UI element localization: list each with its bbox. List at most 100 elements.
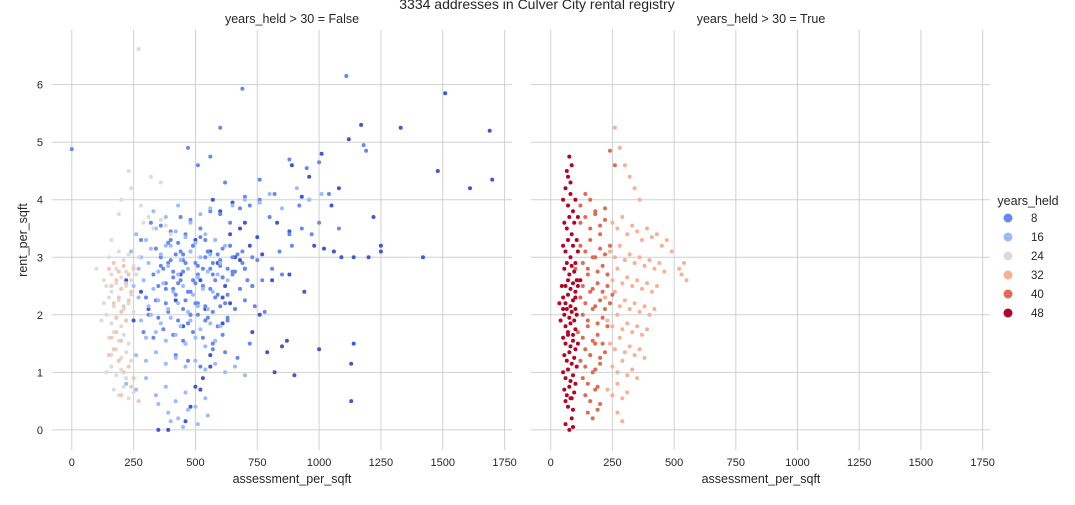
- data-point: [575, 238, 579, 242]
- data-point: [107, 296, 111, 300]
- data-point: [233, 270, 237, 274]
- data-point: [567, 273, 571, 277]
- data-point: [421, 255, 425, 259]
- data-point: [564, 422, 568, 426]
- data-point: [573, 290, 577, 294]
- data-point: [240, 87, 244, 91]
- data-point: [362, 143, 366, 147]
- data-point: [583, 192, 587, 196]
- data-point: [305, 166, 309, 170]
- data-point: [211, 261, 215, 265]
- data-point: [186, 146, 190, 150]
- data-point: [186, 267, 190, 271]
- data-point: [127, 365, 131, 369]
- data-point: [159, 181, 163, 185]
- data-point: [307, 175, 311, 179]
- data-point: [243, 198, 247, 202]
- data-point: [114, 373, 118, 377]
- data-point: [147, 261, 151, 265]
- data-point: [573, 382, 577, 386]
- y-tick-label: 6: [37, 80, 43, 92]
- data-point: [572, 319, 576, 323]
- data-point: [221, 296, 225, 300]
- data-point: [583, 393, 587, 397]
- data-point: [575, 313, 579, 317]
- legend-marker: [1004, 290, 1013, 299]
- data-point: [581, 336, 585, 340]
- data-point: [127, 169, 131, 173]
- data-point: [573, 296, 577, 300]
- data-point: [213, 339, 217, 343]
- data-point: [193, 405, 197, 409]
- data-point: [226, 267, 230, 271]
- data-point: [562, 267, 566, 271]
- data-point: [201, 267, 205, 271]
- data-point: [149, 247, 153, 251]
- data-point: [151, 336, 155, 340]
- data-point: [154, 393, 158, 397]
- data-point: [117, 250, 121, 254]
- data-point: [581, 313, 585, 317]
- data-point: [581, 261, 585, 265]
- data-point: [655, 284, 659, 288]
- data-point: [181, 270, 185, 274]
- data-point: [596, 333, 600, 337]
- data-point: [169, 419, 173, 423]
- data-point: [576, 342, 580, 346]
- legend: years_held 81624324048: [997, 194, 1058, 320]
- data-point: [184, 365, 188, 369]
- data-point: [127, 252, 131, 256]
- data-point: [581, 376, 585, 380]
- data-point: [564, 186, 568, 190]
- data-point: [122, 264, 126, 268]
- data-point: [591, 307, 595, 311]
- data-point: [117, 270, 121, 274]
- data-point: [344, 74, 348, 78]
- data-point: [565, 227, 569, 231]
- data-point: [164, 244, 168, 248]
- data-point: [189, 250, 193, 254]
- data-point: [166, 264, 170, 268]
- data-point: [129, 290, 133, 294]
- data-point: [193, 359, 197, 363]
- data-point: [571, 373, 575, 377]
- data-point: [300, 227, 304, 231]
- data-point: [124, 350, 128, 354]
- data-point: [179, 324, 183, 328]
- data-point: [193, 241, 197, 245]
- data-point: [154, 330, 158, 334]
- data-point: [250, 284, 254, 288]
- data-point: [625, 373, 629, 377]
- data-point: [557, 301, 561, 305]
- data-point: [312, 244, 316, 248]
- data-point: [596, 408, 600, 412]
- data-point: [490, 178, 494, 182]
- data-point: [119, 324, 123, 328]
- data-point: [193, 336, 197, 340]
- data-point: [302, 290, 306, 294]
- data-point: [280, 344, 284, 348]
- data-point: [635, 229, 639, 233]
- data-point: [171, 275, 175, 279]
- data-point: [560, 284, 564, 288]
- data-point: [112, 301, 116, 305]
- data-point: [623, 258, 627, 262]
- data-point: [628, 175, 632, 179]
- data-point: [236, 252, 240, 256]
- data-point: [164, 215, 168, 219]
- data-point: [114, 330, 118, 334]
- data-point: [127, 273, 131, 277]
- data-point: [208, 365, 212, 369]
- data-point: [149, 175, 153, 179]
- data-point: [575, 278, 579, 282]
- data-point: [278, 250, 282, 254]
- data-point: [248, 342, 252, 346]
- data-point: [255, 258, 259, 262]
- data-point: [596, 321, 600, 325]
- facet-panel-false: years_held > 30 = False 0 250 500 750 1000 12…: [16, 12, 517, 486]
- data-point: [564, 376, 568, 380]
- data-point: [635, 324, 639, 328]
- data-point: [606, 319, 610, 323]
- data-point: [253, 304, 257, 308]
- data-point: [193, 385, 197, 389]
